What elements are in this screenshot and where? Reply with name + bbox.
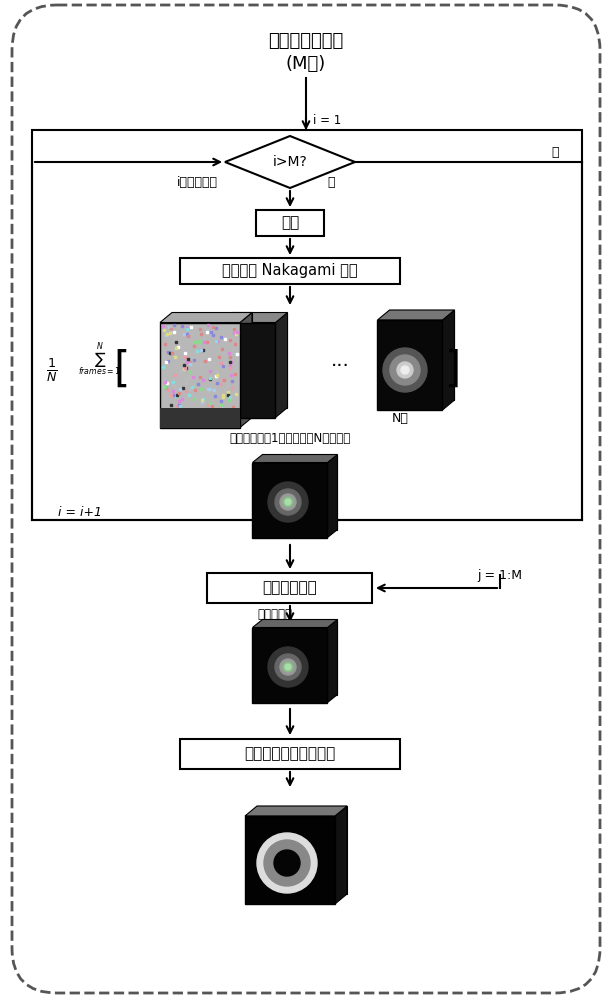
- Bar: [180, 258, 400, 284]
- Polygon shape: [160, 312, 252, 322]
- Circle shape: [274, 850, 300, 876]
- Circle shape: [280, 659, 296, 675]
- Circle shape: [390, 355, 420, 385]
- Circle shape: [285, 499, 291, 505]
- Polygon shape: [220, 312, 288, 322]
- Polygon shape: [275, 312, 288, 418]
- Polygon shape: [233, 312, 288, 408]
- Polygon shape: [335, 806, 347, 904]
- Circle shape: [383, 348, 427, 392]
- Text: 时间复合技术: 时间复合技术: [263, 580, 318, 595]
- Text: (M帧): (M帧): [286, 55, 326, 73]
- FancyBboxPatch shape: [12, 5, 600, 993]
- Polygon shape: [378, 320, 442, 410]
- Text: i = 1: i = 1: [313, 113, 341, 126]
- Text: 调制: 调制: [281, 216, 299, 231]
- Circle shape: [401, 366, 409, 374]
- Circle shape: [257, 833, 317, 893]
- Polygon shape: [172, 312, 252, 418]
- Text: i>M?: i>M?: [272, 155, 307, 169]
- Polygon shape: [378, 310, 455, 320]
- Bar: [256, 210, 324, 236]
- Bar: [207, 573, 373, 603]
- Text: 否: 否: [327, 176, 335, 190]
- Text: [: [: [114, 349, 130, 391]
- Polygon shape: [225, 136, 355, 188]
- Text: j = 1:M: j = 1:M: [477, 568, 523, 582]
- Text: 标准化高斯多项式成像: 标准化高斯多项式成像: [244, 746, 335, 762]
- Polygon shape: [220, 322, 275, 418]
- Polygon shape: [257, 806, 347, 894]
- Text: N帧: N帧: [392, 412, 408, 424]
- Polygon shape: [160, 322, 240, 428]
- Circle shape: [285, 664, 291, 670]
- Text: $\sum_{\mathit{frames}=1}^{N}$: $\sum_{\mathit{frames}=1}^{N}$: [78, 341, 121, 379]
- Polygon shape: [245, 816, 335, 904]
- Polygon shape: [263, 619, 337, 694]
- Circle shape: [397, 362, 413, 378]
- Polygon shape: [442, 310, 455, 410]
- Circle shape: [264, 840, 310, 886]
- Circle shape: [268, 647, 308, 687]
- Text: 窗口调制 Nakagami 成像: 窗口调制 Nakagami 成像: [222, 263, 358, 278]
- Polygon shape: [389, 310, 455, 400]
- Text: ]: ]: [445, 349, 461, 391]
- Circle shape: [268, 482, 308, 522]
- Polygon shape: [253, 628, 327, 702]
- Circle shape: [275, 489, 301, 515]
- Circle shape: [275, 654, 301, 680]
- Polygon shape: [245, 806, 347, 816]
- Text: i帧射频信号: i帧射频信号: [177, 176, 218, 190]
- Polygon shape: [327, 454, 337, 538]
- Text: i = i+1: i = i+1: [58, 506, 102, 518]
- Polygon shape: [253, 619, 337, 628]
- Bar: [32, 130, 582, 520]
- Text: 超声波射频信号: 超声波射频信号: [269, 32, 343, 50]
- Polygon shape: [327, 619, 337, 702]
- Bar: [180, 739, 400, 769]
- Circle shape: [283, 497, 293, 507]
- Circle shape: [280, 494, 296, 510]
- Text: $\frac{1}{N}$: $\frac{1}{N}$: [47, 356, 58, 384]
- Text: ...: ...: [330, 351, 349, 369]
- Text: 相加求均值: 相加求均值: [258, 608, 293, 621]
- Text: 窗口大小：从1脉冲宽度到N脉冲宽度: 窗口大小：从1脉冲宽度到N脉冲宽度: [230, 432, 351, 444]
- Bar: [160, 408, 240, 428]
- Circle shape: [283, 662, 293, 672]
- Polygon shape: [263, 454, 337, 530]
- Text: 是: 是: [551, 145, 559, 158]
- Polygon shape: [253, 462, 327, 538]
- Polygon shape: [240, 312, 252, 428]
- Polygon shape: [253, 454, 337, 462]
